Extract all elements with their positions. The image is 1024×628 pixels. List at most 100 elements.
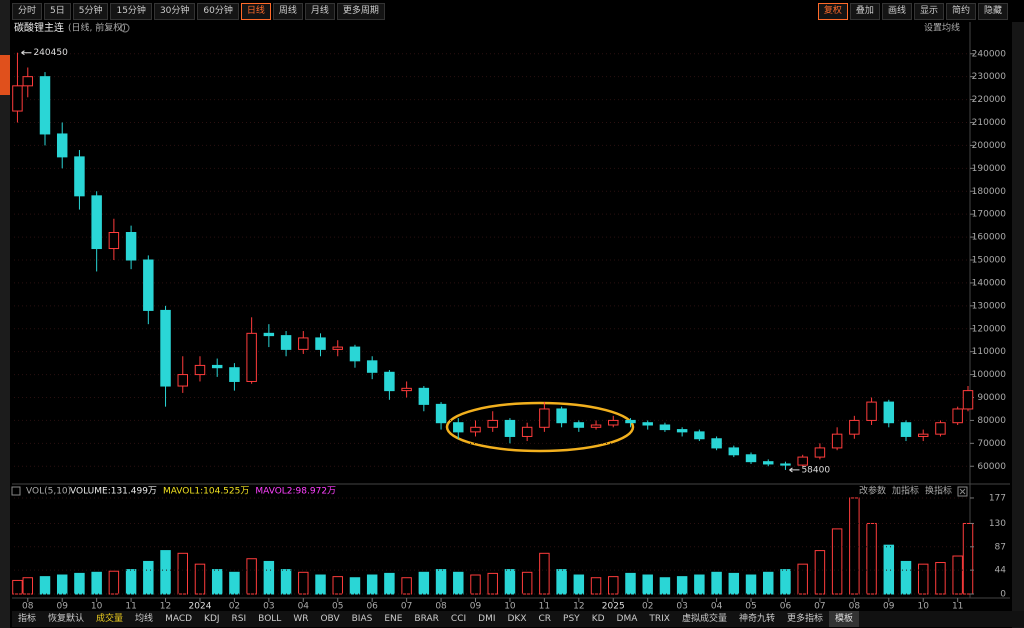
- candle-body: [487, 419, 498, 428]
- volume-bar: [263, 560, 275, 595]
- x-tick-label: 12: [160, 602, 171, 612]
- candle-body: [521, 426, 533, 437]
- candle-body: [831, 433, 843, 449]
- indicator-tab[interactable]: 虚拟成交量: [681, 614, 727, 624]
- indicator-tab[interactable]: 神奇九转: [738, 614, 775, 624]
- volume-bar: [332, 576, 343, 595]
- tool-button[interactable]: 显示: [913, 2, 944, 20]
- period-button[interactable]: 15分钟: [110, 2, 152, 20]
- volume-action[interactable]: 换指标: [925, 485, 952, 497]
- x-tick-label: 06: [780, 602, 792, 612]
- volume-bar: [728, 572, 740, 595]
- indicator-tab[interactable]: OBV: [320, 614, 340, 624]
- candle-body: [366, 360, 378, 373]
- period-button[interactable]: 30分钟: [153, 2, 196, 20]
- indicator-tab[interactable]: BIAS: [351, 614, 373, 624]
- y-tick-label: 130000: [972, 301, 1007, 311]
- candle-body: [797, 456, 808, 466]
- period-button[interactable]: 月线: [304, 2, 335, 20]
- volume-bar: [590, 577, 602, 595]
- highlight-ellipse: [445, 401, 635, 453]
- x-tick-label: 10: [918, 602, 930, 612]
- y-tick-label: 70000: [977, 439, 1006, 449]
- indicator-tab[interactable]: CCI: [450, 614, 467, 624]
- tool-button[interactable]: 画线: [881, 2, 912, 20]
- y-tick-label: 0: [1000, 590, 1006, 600]
- template-tab[interactable]: 模板: [829, 611, 860, 627]
- volume-bar: [676, 576, 688, 595]
- tool-button[interactable]: 简约: [945, 2, 976, 20]
- right-panel: [1012, 22, 1024, 628]
- volume-action[interactable]: 改参数: [859, 485, 886, 497]
- period-button[interactable]: 周线: [272, 2, 303, 20]
- candle-body: [849, 419, 860, 435]
- volume-bar: [521, 571, 533, 595]
- y-tick-label: 44: [995, 566, 1007, 576]
- indicator-tab[interactable]: DMA: [616, 614, 638, 624]
- volume-bar: [366, 574, 378, 595]
- x-tick-label: 02: [642, 602, 653, 612]
- indicator-tab[interactable]: 成交量: [96, 614, 124, 624]
- volume-bar: [401, 577, 412, 595]
- x-tick-label: 09: [883, 602, 895, 612]
- x-tick-label: 03: [263, 602, 274, 612]
- candle-body: [952, 408, 963, 424]
- volume-bar: [763, 571, 774, 595]
- candle-body: [39, 76, 51, 135]
- indicator-tab[interactable]: DMI: [478, 614, 496, 624]
- annotation-label: 240450: [33, 48, 68, 58]
- volume-bar: [745, 574, 757, 595]
- candle-body: [435, 403, 447, 424]
- indicator-tab[interactable]: PSY: [563, 614, 580, 624]
- period-button[interactable]: 分时: [12, 2, 43, 20]
- y-tick-label: 210000: [972, 118, 1007, 128]
- indicator-tab[interactable]: KDJ: [204, 614, 220, 624]
- tool-button[interactable]: 叠加: [849, 2, 880, 20]
- ma-setting[interactable]: 设置均线: [924, 22, 960, 34]
- close-box[interactable]: [957, 486, 968, 497]
- volume-bar: [487, 572, 498, 595]
- y-tick-label: 60000: [977, 462, 1006, 472]
- indicator-tab[interactable]: BOLL: [258, 614, 282, 624]
- volume-bar: [453, 571, 464, 595]
- period-button[interactable]: 5分钟: [72, 2, 109, 20]
- indicator-tab[interactable]: WR: [293, 614, 309, 624]
- volume-bar: [22, 577, 34, 595]
- toolbar-left: 分时 5日 5分钟 15分钟 30分钟 60分钟 日线 周线 月线 更多周期: [12, 2, 387, 20]
- candle-body: [866, 401, 877, 421]
- indicator-tab[interactable]: DKX: [507, 614, 527, 624]
- volume-action[interactable]: 加指标: [892, 485, 919, 497]
- indicator-tab[interactable]: ENE: [384, 614, 403, 624]
- tool-button[interactable]: 复权: [817, 2, 848, 20]
- x-tick-label: 2025: [602, 602, 625, 612]
- volume-bar: [349, 577, 361, 595]
- toolbar-right: 复权 叠加 画线 显示 简约 隐藏: [817, 2, 1010, 20]
- indicator-tab[interactable]: CR: [538, 614, 552, 624]
- gear-icon[interactable]: [120, 23, 130, 33]
- tool-button[interactable]: 隐藏: [977, 2, 1008, 20]
- candle-body: [676, 429, 688, 433]
- collapse-box[interactable]: [11, 486, 21, 496]
- indicator-tab[interactable]: 恢复默认: [48, 614, 85, 624]
- candle-body: [125, 232, 137, 261]
- indicator-tab[interactable]: 更多指标: [787, 614, 824, 624]
- indicator-tab[interactable]: RSI: [231, 614, 247, 624]
- indicator-tab[interactable]: MACD: [165, 614, 193, 624]
- indicator-tab[interactable]: TRIX: [649, 614, 670, 624]
- period-button[interactable]: 更多周期: [336, 2, 385, 20]
- indicator-tab[interactable]: 指标: [18, 614, 37, 624]
- x-tick-label: 04: [298, 602, 310, 612]
- indicator-tab[interactable]: KD: [591, 614, 605, 624]
- period-button[interactable]: 日线: [240, 2, 271, 20]
- indicator-tab[interactable]: 均线: [135, 614, 154, 624]
- period-button[interactable]: 60分钟: [197, 2, 239, 20]
- period-button[interactable]: 5日: [44, 2, 71, 20]
- candle-body: [332, 346, 343, 350]
- x-tick-label: 2024: [189, 602, 212, 612]
- close-icon[interactable]: [959, 488, 966, 495]
- x-tick-label: 06: [366, 602, 378, 612]
- volume-legend: MAVOL1:104.525万: [163, 487, 249, 497]
- candle-body: [194, 364, 206, 376]
- indicator-tab[interactable]: BRAR: [414, 614, 439, 624]
- y-tick-label: 140000: [972, 278, 1007, 288]
